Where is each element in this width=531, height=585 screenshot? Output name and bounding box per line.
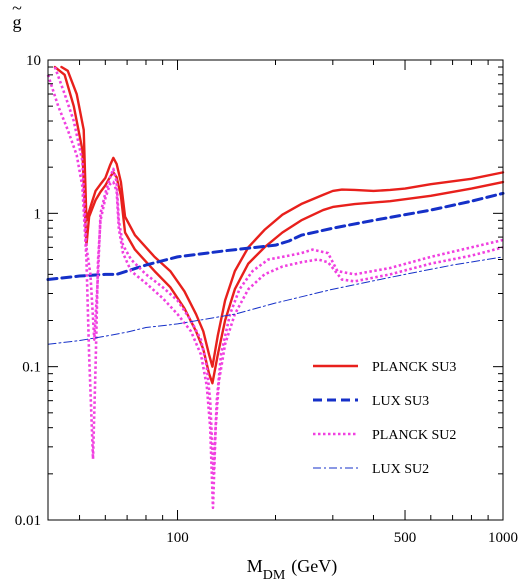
series-line-2-1: [46, 191, 505, 282]
legend-label-1: PLANCK SU3: [372, 360, 456, 375]
legend-label-2: LUX SU3: [372, 394, 429, 409]
series-line-3-1: [46, 74, 504, 510]
y-tick-label: 0.1: [22, 360, 41, 376]
y-axis-accent: ~: [12, 0, 22, 18]
x-tick-label: 500: [394, 530, 417, 546]
x-axis-label-sub: DM: [263, 568, 286, 583]
plot-lines: [46, 65, 505, 510]
x-tick-label: 100: [166, 530, 189, 546]
y-axis-label: g: [13, 12, 22, 32]
legend-label-3: PLANCK SU2: [372, 428, 456, 443]
series-line-1-2: [60, 65, 505, 368]
series-line-1-1: [53, 65, 505, 385]
plot-frame: [47, 59, 504, 521]
legend: PLANCK SU3 LUX SU3 PLANCK SU2 LUX SU2: [313, 360, 456, 477]
x-tick-label: 1000: [488, 530, 518, 546]
series-line-4-1: [47, 256, 504, 345]
x-axis-label-main: M: [247, 556, 263, 576]
tick-labels: 100 500 1000 0.01 0.1 1 10: [15, 53, 518, 546]
y-tick-label: 10: [26, 53, 41, 69]
x-axis-label: MDM (GeV): [247, 556, 338, 583]
x-axis-label-unit: (GeV): [291, 556, 337, 577]
y-tick-label: 0.01: [15, 513, 41, 529]
y-tick-label: 1: [34, 206, 42, 222]
ticks: [47, 60, 504, 521]
series-line-3-2: [53, 66, 504, 476]
legend-label-4: LUX SU2: [372, 462, 429, 477]
